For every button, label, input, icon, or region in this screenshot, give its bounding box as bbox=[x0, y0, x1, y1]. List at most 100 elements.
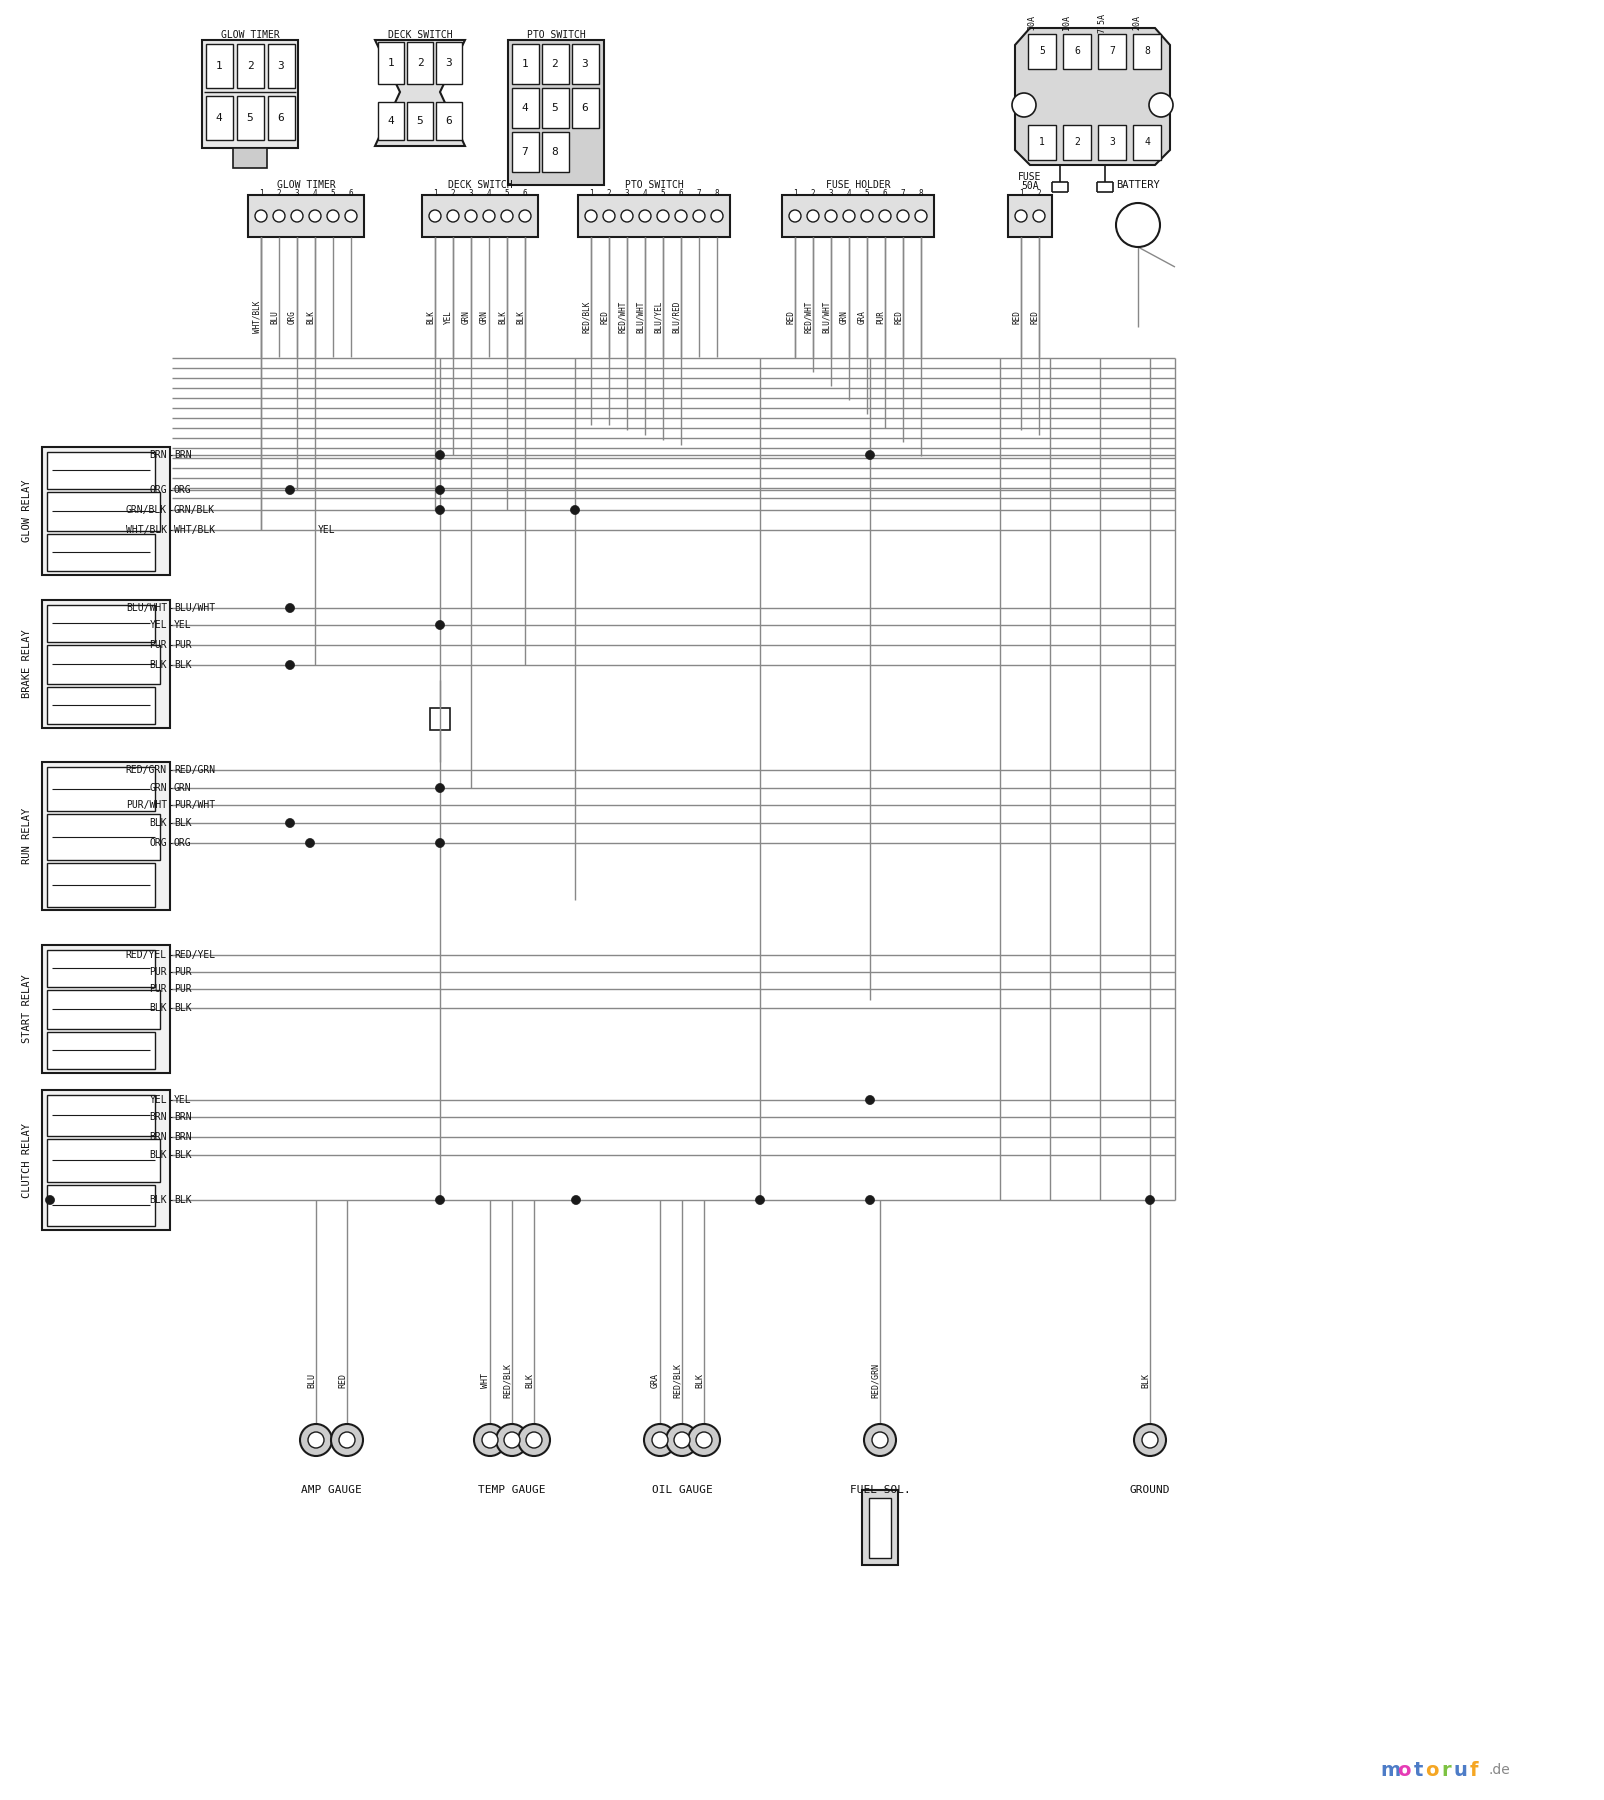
Text: GRA: GRA bbox=[858, 310, 868, 324]
Circle shape bbox=[436, 506, 444, 515]
Text: GRN: GRN bbox=[173, 783, 191, 794]
Text: FUSE HOLDER: FUSE HOLDER bbox=[826, 180, 890, 191]
Circle shape bbox=[448, 211, 459, 221]
Bar bbox=[47, 814, 160, 860]
Text: WHT/BLK: WHT/BLK bbox=[125, 526, 167, 535]
Text: 2: 2 bbox=[451, 189, 456, 198]
Text: 50A: 50A bbox=[1022, 182, 1039, 191]
Bar bbox=[1099, 124, 1126, 160]
Text: 3: 3 bbox=[1108, 137, 1115, 148]
Text: BLU/YEL: BLU/YEL bbox=[654, 301, 662, 333]
Circle shape bbox=[436, 1195, 444, 1204]
Circle shape bbox=[638, 211, 651, 221]
Text: 6: 6 bbox=[1075, 47, 1079, 56]
Circle shape bbox=[1012, 94, 1036, 117]
Bar bbox=[47, 644, 160, 684]
Text: BRN: BRN bbox=[173, 450, 191, 461]
Text: RED/YEL: RED/YEL bbox=[125, 950, 167, 959]
Text: 7: 7 bbox=[1108, 47, 1115, 56]
Bar bbox=[47, 605, 156, 643]
Bar bbox=[542, 88, 569, 128]
Circle shape bbox=[310, 211, 321, 221]
Text: FUSE: FUSE bbox=[1019, 173, 1041, 182]
Circle shape bbox=[643, 1424, 675, 1456]
Circle shape bbox=[897, 211, 909, 221]
Circle shape bbox=[290, 211, 303, 221]
Circle shape bbox=[571, 506, 579, 515]
Text: BLU/WHT: BLU/WHT bbox=[125, 603, 167, 614]
Circle shape bbox=[789, 211, 800, 221]
Text: PTO SWITCH: PTO SWITCH bbox=[526, 31, 585, 40]
Bar bbox=[47, 688, 156, 724]
Bar bbox=[1007, 194, 1052, 238]
Circle shape bbox=[873, 1433, 889, 1447]
Text: BLK: BLK bbox=[695, 1372, 704, 1388]
Text: BLK: BLK bbox=[149, 1003, 167, 1013]
Text: WHT/BLK: WHT/BLK bbox=[173, 526, 215, 535]
Text: 6: 6 bbox=[446, 115, 452, 126]
Text: 3: 3 bbox=[468, 189, 473, 198]
Text: 7: 7 bbox=[521, 148, 528, 157]
Circle shape bbox=[286, 819, 295, 828]
Text: BRN: BRN bbox=[149, 450, 167, 461]
Text: 2: 2 bbox=[606, 189, 611, 198]
Circle shape bbox=[327, 211, 338, 221]
Text: GRN/BLK: GRN/BLK bbox=[125, 506, 167, 515]
Text: PUR: PUR bbox=[876, 310, 885, 324]
Text: RED: RED bbox=[338, 1372, 346, 1388]
Text: ORG: ORG bbox=[149, 839, 167, 848]
Text: 7.5A: 7.5A bbox=[1097, 13, 1107, 32]
Text: WHT/BLK: WHT/BLK bbox=[252, 301, 261, 333]
Circle shape bbox=[465, 211, 476, 221]
Circle shape bbox=[286, 603, 295, 612]
Text: 7: 7 bbox=[696, 189, 701, 198]
Circle shape bbox=[45, 1195, 55, 1204]
Circle shape bbox=[1134, 1424, 1166, 1456]
Circle shape bbox=[496, 1424, 528, 1456]
Polygon shape bbox=[1015, 29, 1169, 166]
Text: BATTERY: BATTERY bbox=[1116, 180, 1160, 191]
Text: 4: 4 bbox=[847, 189, 852, 198]
Bar bbox=[47, 491, 160, 531]
Text: t: t bbox=[1413, 1760, 1423, 1780]
Bar bbox=[47, 535, 156, 571]
Text: 5: 5 bbox=[661, 189, 666, 198]
Text: 7: 7 bbox=[901, 189, 905, 198]
Text: BLU/WHT: BLU/WHT bbox=[173, 603, 215, 614]
Text: RED: RED bbox=[1030, 310, 1039, 324]
Text: 6: 6 bbox=[348, 189, 353, 198]
Bar bbox=[1063, 124, 1091, 160]
Bar bbox=[47, 990, 160, 1030]
Text: BLK: BLK bbox=[173, 1150, 191, 1159]
Text: PUR: PUR bbox=[149, 641, 167, 650]
Bar bbox=[1132, 124, 1161, 160]
Bar bbox=[422, 194, 537, 238]
Text: o: o bbox=[1397, 1760, 1412, 1780]
Text: BLK: BLK bbox=[516, 310, 525, 324]
Text: 5: 5 bbox=[552, 103, 558, 113]
Text: 8: 8 bbox=[715, 189, 719, 198]
Text: YEL: YEL bbox=[149, 1094, 167, 1105]
Text: YEL: YEL bbox=[173, 619, 191, 630]
Text: GRN: GRN bbox=[462, 310, 472, 324]
Circle shape bbox=[621, 211, 634, 221]
Bar bbox=[47, 767, 156, 812]
Circle shape bbox=[330, 1424, 363, 1456]
Text: 8: 8 bbox=[1144, 47, 1150, 56]
Text: BLK: BLK bbox=[149, 817, 167, 828]
Bar bbox=[436, 41, 462, 85]
Text: ORG: ORG bbox=[149, 484, 167, 495]
Text: BLK: BLK bbox=[149, 1195, 167, 1204]
Bar bbox=[1028, 34, 1055, 68]
Text: 6: 6 bbox=[678, 189, 683, 198]
Text: RED: RED bbox=[1012, 310, 1022, 324]
Circle shape bbox=[674, 1433, 690, 1447]
Text: 3: 3 bbox=[582, 59, 589, 68]
Bar bbox=[205, 95, 233, 140]
Circle shape bbox=[807, 211, 820, 221]
Text: BLK: BLK bbox=[497, 310, 507, 324]
Circle shape bbox=[666, 1424, 698, 1456]
Bar bbox=[573, 43, 598, 85]
Text: 5: 5 bbox=[865, 189, 869, 198]
Text: 10A: 10A bbox=[1062, 16, 1071, 31]
